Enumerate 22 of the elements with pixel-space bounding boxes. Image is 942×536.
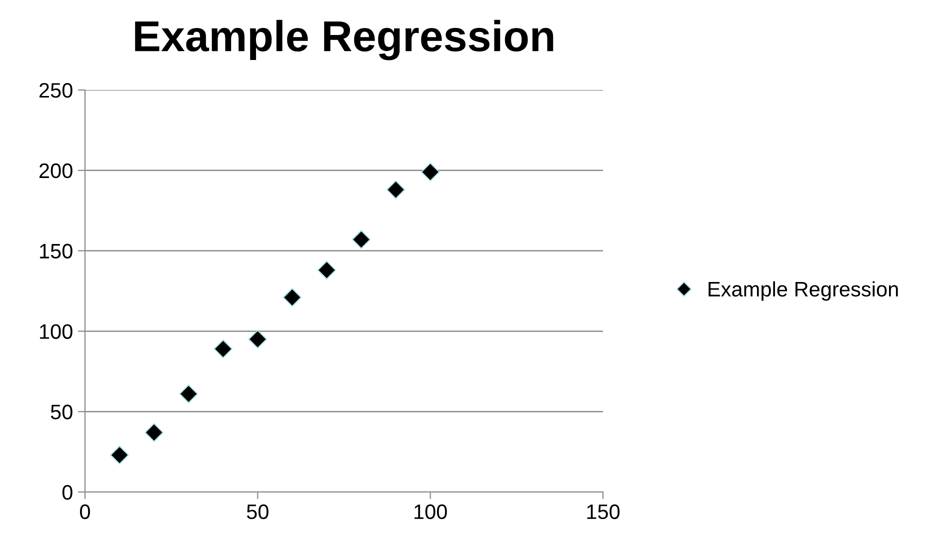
point [386,180,406,200]
point [214,339,233,358]
point [420,162,440,182]
point [352,230,371,249]
point [282,288,302,307]
y-tick-label: 150 [40,244,72,259]
y-tick-label: 50 [50,404,72,420]
y-tick-label: 0 [62,485,72,500]
point [144,423,164,442]
point [110,446,129,464]
y-tick-label: 200 [39,163,72,178]
y-tick-label: 100 [40,324,72,339]
x-tick-label: 0 [80,504,90,520]
x-tick-label: 50 [246,504,268,520]
x-tick-label: 100 [414,504,447,520]
chart-title: Example Regression [135,20,554,60]
x-tick-label: 150 [587,504,620,520]
point [317,260,336,280]
point [248,330,268,349]
legend-label: Example Regression [708,281,898,301]
y-tick-label: 250 [39,83,72,98]
point [179,384,198,404]
